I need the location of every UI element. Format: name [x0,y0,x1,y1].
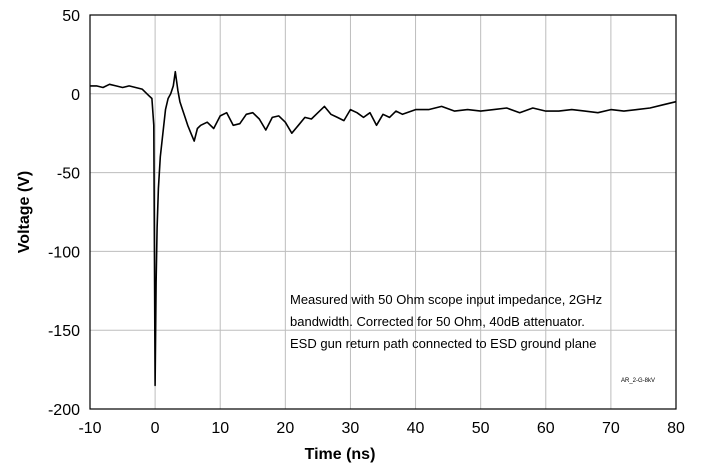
x-tick-label: 50 [472,420,490,437]
x-tick-label: 80 [667,420,685,437]
x-tick-label: 10 [211,420,229,437]
x-tick-label: 70 [602,420,620,437]
y-tick-label: 0 [71,87,80,104]
y-tick-label: 50 [62,8,80,25]
y-tick-label: -100 [48,244,80,261]
annotation-line-3: ESD gun return path connected to ESD gro… [290,336,596,351]
x-axis-title: Time (ns) [305,446,376,463]
y-tick-label: -150 [48,323,80,340]
x-tick-label: 0 [151,420,160,437]
y-tick-labels: 50 0 -50 -100 -150 -200 [48,8,80,419]
x-tick-label: 30 [342,420,360,437]
annotation-line-1: Measured with 50 Ohm scope input impedan… [290,292,602,307]
x-tick-label: -10 [78,420,101,437]
y-tick-label: -200 [48,402,80,419]
voltage-series-line [90,70,677,387]
x-tick-label: 40 [407,420,425,437]
x-tick-label: 60 [537,420,555,437]
chart-tag: AR_2-G-8kV [621,378,655,384]
annotation-line-2: bandwidth. Corrected for 50 Ohm, 40dB at… [290,314,585,329]
plot-area-border [89,14,677,410]
x-tick-label: 20 [276,420,294,437]
gridlines [90,15,676,409]
x-tick-labels: -10 0 10 20 30 40 50 60 70 80 [78,420,685,437]
annotation-box: Measured with 50 Ohm scope input impedan… [290,292,655,384]
y-tick-label: -50 [57,166,80,183]
y-axis-title: Voltage (V) [16,171,33,253]
